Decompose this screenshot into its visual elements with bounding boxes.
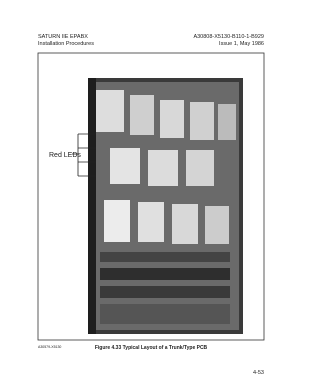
figure-code: A30579-X5130 — [38, 345, 61, 349]
callout-label: Red LEDs — [49, 152, 81, 159]
figure-caption: Figure 4.33 Typical Layout of a Trunk/Ty… — [95, 345, 208, 351]
page-number: 4-53 — [253, 370, 264, 376]
header-doc-number: A30808-X5130-B110-1-B929 — [193, 34, 264, 40]
header-subtitle: Installation Procedures — [38, 41, 94, 47]
page: SATURN IIE EPABX Installation Procedures… — [37, 34, 265, 376]
pcb-photo — [88, 78, 243, 334]
header-issue: Issue 1, May 1986 — [219, 41, 264, 47]
header-title: SATURN IIE EPABX — [38, 34, 88, 40]
callout-lines — [72, 133, 96, 177]
figure-frame — [37, 52, 265, 341]
